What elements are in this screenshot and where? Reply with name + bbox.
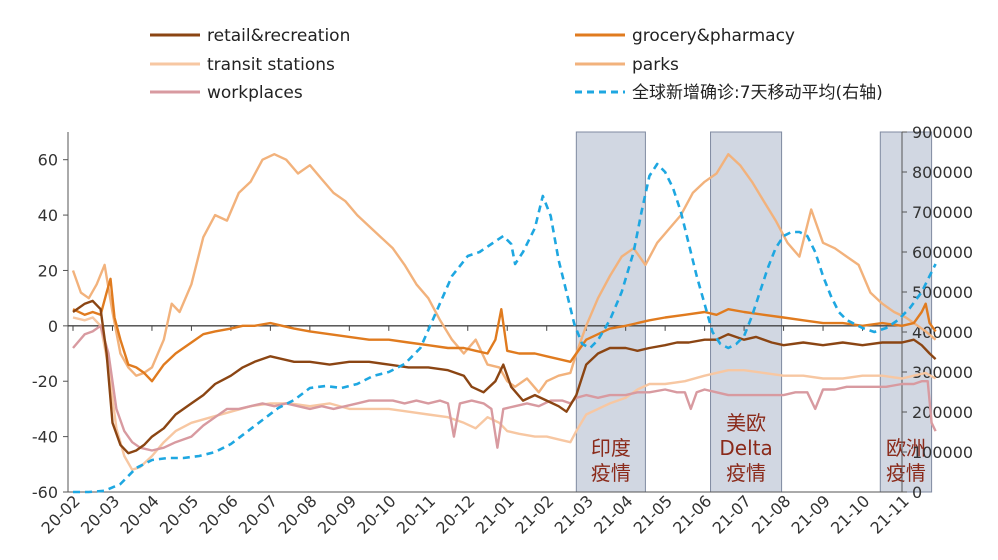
- legend-label: retail&recreation: [207, 26, 350, 46]
- series-lines: [71, 153, 937, 494]
- right-tick-label: 700000: [912, 203, 973, 222]
- left-tick-label: 0: [48, 317, 58, 336]
- series-line-1: [72, 277, 937, 383]
- right-tick-label: 100000: [912, 443, 973, 462]
- shaded-period-1: [575, 131, 646, 493]
- x-tick-label: 21-07: [709, 491, 755, 537]
- shaded-period-label: Delta: [719, 436, 772, 460]
- right-tick-label: 600000: [912, 243, 973, 262]
- x-tick-label: 20-05: [156, 491, 202, 537]
- shaded-period-3: [879, 131, 933, 493]
- shaded-period-label: 疫情: [591, 461, 631, 485]
- left-tick-label: -20: [32, 372, 58, 391]
- left-tick-label: 60: [38, 151, 58, 170]
- x-tick-label: 21-09: [788, 491, 834, 537]
- x-tick-label: 20-12: [432, 491, 478, 537]
- axes: 60 40 20 0 -20 -40 -60 900000 800000 700000 600000…: [32, 123, 973, 538]
- x-tick-label: 20-10: [353, 491, 399, 537]
- x-tick-label: 20-04: [116, 491, 162, 537]
- shaded-period-label: 疫情: [886, 461, 926, 485]
- right-tick-label: 800000: [912, 163, 973, 182]
- series-line-0: [72, 299, 937, 455]
- x-tick-label: 21-11: [867, 491, 913, 537]
- x-tick-label: 20-08: [274, 491, 320, 537]
- left-tick-label: -40: [32, 428, 58, 447]
- series-line-2: [72, 316, 937, 471]
- x-tick-label: 21-10: [827, 491, 873, 537]
- x-tick-label: 21-05: [630, 491, 676, 537]
- series-line-3: [71, 153, 937, 394]
- right-tick-label: 300000: [912, 363, 973, 382]
- series-line-4: [72, 324, 937, 452]
- x-tick-label: 20-09: [314, 491, 360, 537]
- x-tick-label: 20-06: [195, 491, 241, 537]
- x-tick-label: 20-03: [77, 491, 123, 537]
- shaded-period-label: 欧洲: [886, 436, 926, 460]
- right-tick-label: 500000: [912, 283, 973, 302]
- left-tick-label: 40: [38, 206, 58, 225]
- x-tick-label: 21-08: [748, 491, 794, 537]
- shaded-period-label: 疫情: [726, 461, 766, 485]
- x-tick-label: 21-01: [472, 491, 518, 537]
- legend: retail&recreation grocery&pharmacy transit…: [150, 26, 883, 103]
- x-tick-label: 21-04: [590, 491, 636, 537]
- x-tick-label: 20-11: [393, 491, 439, 537]
- right-tick-label: 0: [912, 483, 922, 502]
- right-tick-label: 900000: [912, 123, 973, 142]
- left-tick-label: 20: [38, 261, 58, 280]
- x-tick-label: 20-07: [235, 491, 281, 537]
- shaded-period-label: 美欧: [726, 411, 766, 435]
- legend-label: grocery&pharmacy: [632, 26, 795, 46]
- x-tick-label: 21-06: [669, 491, 715, 537]
- legend-label: parks: [632, 55, 679, 75]
- right-tick-label: 400000: [912, 323, 973, 342]
- legend-label: transit stations: [207, 55, 335, 75]
- right-tick-label: 200000: [912, 403, 973, 422]
- series-line-5: [73, 162, 937, 494]
- legend-label: 全球新增确诊:7天移动平均(右轴): [632, 83, 883, 103]
- legend-label: workplaces: [207, 83, 303, 103]
- x-tick-label: 21-03: [551, 491, 597, 537]
- x-tick-label: 21-02: [511, 491, 557, 537]
- left-tick-label: -60: [32, 483, 58, 502]
- shaded-period-label: 印度: [591, 436, 631, 460]
